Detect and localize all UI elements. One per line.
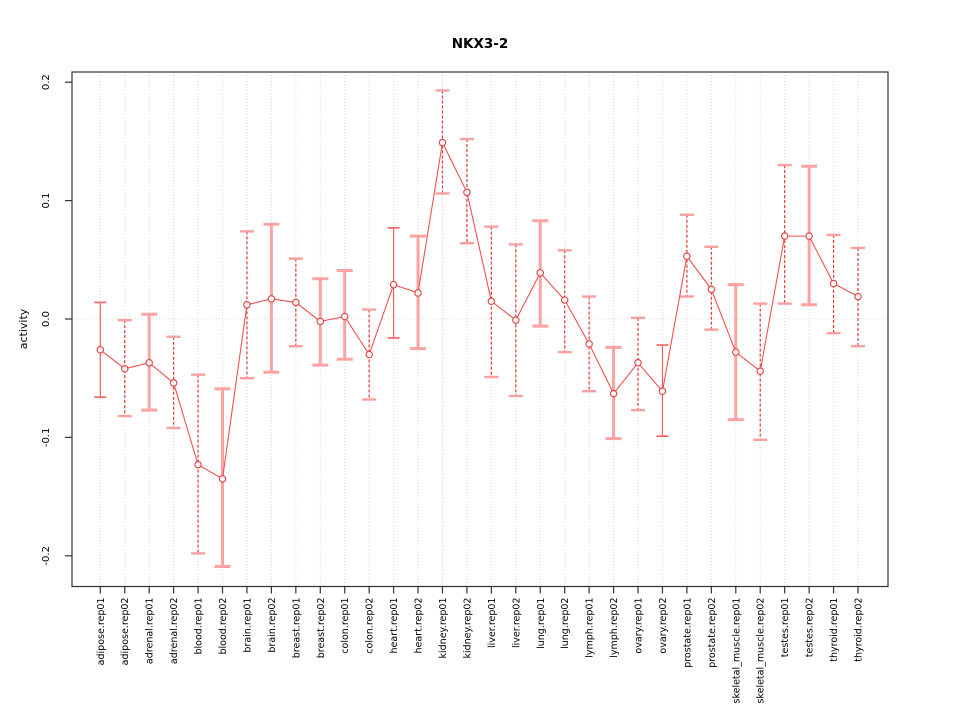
x-tick-label: testes.rep01 <box>780 598 791 658</box>
data-point-marker <box>292 298 300 307</box>
x-tick-label: ovary.rep02 <box>658 598 669 654</box>
x-tick-label: thyroid.rep01 <box>829 598 840 662</box>
error-bar <box>191 373 206 555</box>
x-tick-label: colon.rep02 <box>365 598 376 654</box>
data-point-marker <box>267 295 276 303</box>
series-line <box>99 140 859 480</box>
x-tick-label: lung.rep02 <box>560 598 571 649</box>
data-point-marker <box>634 359 642 367</box>
x-tick-label: adrenal.rep02 <box>169 598 180 665</box>
data-point-marker <box>194 460 202 469</box>
data-point-marker <box>756 367 764 375</box>
data-point-marker <box>243 301 251 309</box>
x-tick-label: breast.rep01 <box>291 598 302 659</box>
x-tick-label: blood.rep02 <box>218 598 229 655</box>
error-bar <box>362 308 377 401</box>
y-tick-label: -0.1 <box>41 428 52 448</box>
x-tick-label: blood.rep01 <box>194 598 205 655</box>
y-tick-label: -0.2 <box>41 546 52 566</box>
data-point-marker <box>805 232 813 240</box>
data-point-marker <box>463 188 471 197</box>
data-point-marker <box>854 292 862 301</box>
error-bar <box>777 163 792 305</box>
x-tick-label: kidney.rep02 <box>462 598 473 659</box>
data-point-marker <box>707 285 716 294</box>
x-tick-label: lung.rep01 <box>536 598 547 649</box>
data-point-marker <box>585 340 593 348</box>
y-tick-label: 0.0 <box>41 311 52 327</box>
data-point-marker <box>120 364 129 373</box>
y-tick-label: 0.1 <box>41 193 52 209</box>
x-tick-label: heart.rep01 <box>389 598 400 654</box>
data-point-marker <box>389 280 398 289</box>
x-tick-label: brain.rep01 <box>242 598 253 653</box>
x-tick-label: skeletal_muscle.rep01 <box>731 598 742 704</box>
x-tick-label: colon.rep01 <box>340 598 351 654</box>
x-tick-label: testes.rep02 <box>805 598 816 658</box>
data-point-marker <box>536 269 545 277</box>
error-bar <box>851 246 865 348</box>
error-bar <box>239 230 254 380</box>
x-tick-label: ovary.rep01 <box>634 598 645 654</box>
series-polyline <box>99 140 859 480</box>
y-tick-label: 0.2 <box>41 74 52 90</box>
x-tick-label: adipose.rep02 <box>120 598 131 666</box>
data-point-marker <box>609 389 618 398</box>
data-point-marker <box>683 252 691 260</box>
plot-border <box>71 71 889 588</box>
x-tick-label: brain.rep02 <box>267 598 278 653</box>
data-point-marker <box>658 387 667 395</box>
data-point-marker <box>218 475 227 483</box>
gridlines <box>72 72 888 587</box>
data-point-marker <box>512 316 520 324</box>
data-markers <box>96 138 862 483</box>
plot-title: NKX3-2 <box>452 36 509 52</box>
x-tick-label: skeletal_muscle.rep02 <box>756 598 767 704</box>
x-tick-label: adipose.rep01 <box>96 598 107 666</box>
x-axis: adipose.rep01 adipose.rep02 adrenal.rep01 a… <box>96 586 865 704</box>
x-tick-label: liver.rep02 <box>511 598 522 648</box>
x-tick-label: prostate.rep01 <box>682 598 693 668</box>
error-bars <box>94 89 865 568</box>
data-point-marker <box>732 348 740 356</box>
x-tick-label: kidney.rep01 <box>438 598 449 659</box>
error-bar <box>288 257 303 348</box>
data-point-marker <box>829 279 838 288</box>
data-point-marker <box>487 297 496 305</box>
x-tick-label: liver.rep01 <box>487 598 498 648</box>
data-point-marker <box>365 350 373 359</box>
data-point-marker <box>316 317 325 326</box>
plot-box <box>71 71 889 588</box>
data-point-marker <box>560 296 569 304</box>
y-axis-title: activity <box>17 308 30 349</box>
x-tick-label: lymph.rep01 <box>585 598 596 658</box>
x-tick-label: prostate.rep02 <box>707 598 718 668</box>
y-axis: 0.2 0.1 0.0 -0.1 -0.2 <box>41 74 72 566</box>
x-tick-label: lymph.rep02 <box>609 598 620 658</box>
error-bar <box>753 302 768 441</box>
data-point-marker <box>169 379 178 387</box>
x-tick-label: adrenal.rep01 <box>145 598 156 665</box>
data-point-marker <box>96 346 105 354</box>
x-tick-label: breast.rep02 <box>316 598 327 659</box>
error-bar <box>826 233 841 335</box>
x-tick-label: thyroid.rep02 <box>854 598 865 662</box>
data-point-marker <box>438 138 447 147</box>
data-point-marker <box>340 312 349 321</box>
data-point-marker <box>780 232 789 240</box>
data-point-marker <box>145 359 153 367</box>
x-tick-label: heart.rep02 <box>414 598 425 654</box>
data-point-marker <box>414 289 422 297</box>
